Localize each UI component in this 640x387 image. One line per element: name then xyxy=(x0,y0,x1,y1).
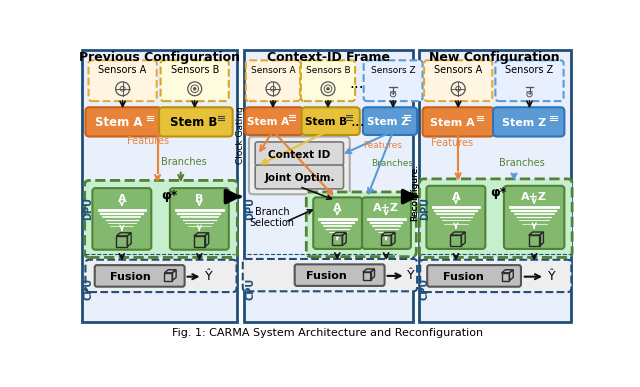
Text: Sensors B: Sensors B xyxy=(306,66,350,75)
FancyBboxPatch shape xyxy=(363,107,417,135)
Text: Branches: Branches xyxy=(161,157,207,167)
FancyBboxPatch shape xyxy=(419,179,572,257)
Text: Fusion: Fusion xyxy=(306,271,347,281)
Bar xyxy=(244,50,413,322)
FancyBboxPatch shape xyxy=(307,192,417,257)
Text: DPU: DPU xyxy=(420,197,430,220)
Text: Clock Gating: Clock Gating xyxy=(236,106,245,164)
Text: Ŷ: Ŷ xyxy=(407,269,415,283)
Text: Stem B: Stem B xyxy=(305,117,347,127)
FancyBboxPatch shape xyxy=(424,60,492,101)
Text: B: B xyxy=(195,194,204,204)
FancyBboxPatch shape xyxy=(422,107,494,137)
Text: Ŷ: Ŷ xyxy=(548,270,556,283)
FancyBboxPatch shape xyxy=(95,265,184,287)
FancyBboxPatch shape xyxy=(92,188,151,250)
FancyBboxPatch shape xyxy=(426,186,485,249)
Text: Ŷ: Ŷ xyxy=(205,270,212,283)
FancyBboxPatch shape xyxy=(170,188,229,250)
Text: CPU: CPU xyxy=(420,278,430,300)
Text: φ*: φ* xyxy=(490,186,507,199)
Text: A: A xyxy=(333,203,342,213)
Text: Fig. 1: CARMA System Architecture and Reconfiguration: Fig. 1: CARMA System Architecture and Re… xyxy=(172,328,484,338)
Text: Stem A: Stem A xyxy=(95,116,143,129)
Circle shape xyxy=(326,87,330,90)
FancyBboxPatch shape xyxy=(420,260,572,292)
FancyBboxPatch shape xyxy=(84,180,237,257)
Text: Sensors Z: Sensors Z xyxy=(506,65,554,75)
Text: DPU: DPU xyxy=(84,197,93,220)
Text: Stem A: Stem A xyxy=(429,118,474,128)
Text: Sensors A: Sensors A xyxy=(99,65,147,75)
FancyBboxPatch shape xyxy=(243,259,417,291)
Text: CPU: CPU xyxy=(246,278,255,300)
FancyBboxPatch shape xyxy=(245,107,303,135)
Text: Joint Optim.: Joint Optim. xyxy=(264,173,335,183)
FancyBboxPatch shape xyxy=(301,60,355,101)
Text: Sensors Z: Sensors Z xyxy=(371,66,415,75)
Text: CPU: CPU xyxy=(84,278,93,300)
Text: Sensors A: Sensors A xyxy=(434,65,483,75)
Text: A+Z: A+Z xyxy=(373,203,399,213)
Text: DPU: DPU xyxy=(246,197,255,220)
FancyBboxPatch shape xyxy=(161,60,229,101)
Text: Context-ID Frame: Context-ID Frame xyxy=(268,51,390,65)
Text: ...: ... xyxy=(350,115,365,129)
Text: Features: Features xyxy=(363,140,402,149)
FancyBboxPatch shape xyxy=(85,107,161,137)
Text: A+Z: A+Z xyxy=(521,192,547,202)
FancyBboxPatch shape xyxy=(159,107,233,137)
Text: Context ID: Context ID xyxy=(268,150,330,160)
Circle shape xyxy=(193,87,196,90)
Text: A: A xyxy=(452,192,460,202)
FancyBboxPatch shape xyxy=(504,186,564,249)
Text: Fusion: Fusion xyxy=(444,272,484,282)
Text: Branches: Branches xyxy=(371,159,413,168)
Text: New Configuration: New Configuration xyxy=(429,51,560,65)
FancyBboxPatch shape xyxy=(255,165,344,189)
FancyBboxPatch shape xyxy=(85,260,237,292)
Text: Stem A: Stem A xyxy=(247,117,289,127)
FancyBboxPatch shape xyxy=(246,60,300,101)
Text: Features: Features xyxy=(431,138,473,148)
Text: Stem Z: Stem Z xyxy=(502,118,546,128)
Text: Stem B: Stem B xyxy=(170,116,218,129)
Text: Reconfigure.: Reconfigure. xyxy=(410,164,419,221)
Text: Features: Features xyxy=(127,136,168,146)
FancyBboxPatch shape xyxy=(313,197,362,249)
Bar xyxy=(83,50,237,322)
FancyBboxPatch shape xyxy=(294,264,385,286)
Text: φ*: φ* xyxy=(161,188,177,202)
FancyBboxPatch shape xyxy=(495,60,564,101)
Text: Sensors A: Sensors A xyxy=(251,66,295,75)
FancyBboxPatch shape xyxy=(249,137,349,194)
Text: Previous Configuration: Previous Configuration xyxy=(79,51,239,65)
Text: Reconfigure.: Reconfigure. xyxy=(410,164,419,221)
Text: Branches: Branches xyxy=(499,159,544,168)
Text: Branch
Selection: Branch Selection xyxy=(250,207,294,228)
Bar xyxy=(419,50,572,322)
Text: ...: ... xyxy=(349,76,364,91)
Text: Sensors B: Sensors B xyxy=(170,65,219,75)
FancyBboxPatch shape xyxy=(428,265,521,287)
FancyBboxPatch shape xyxy=(255,142,344,166)
FancyBboxPatch shape xyxy=(493,107,564,137)
FancyBboxPatch shape xyxy=(301,107,360,135)
Text: Stem Z: Stem Z xyxy=(367,117,408,127)
Text: Fusion: Fusion xyxy=(110,272,151,282)
FancyBboxPatch shape xyxy=(364,60,422,101)
FancyBboxPatch shape xyxy=(88,60,157,101)
Text: A: A xyxy=(118,194,126,204)
FancyBboxPatch shape xyxy=(362,197,411,249)
